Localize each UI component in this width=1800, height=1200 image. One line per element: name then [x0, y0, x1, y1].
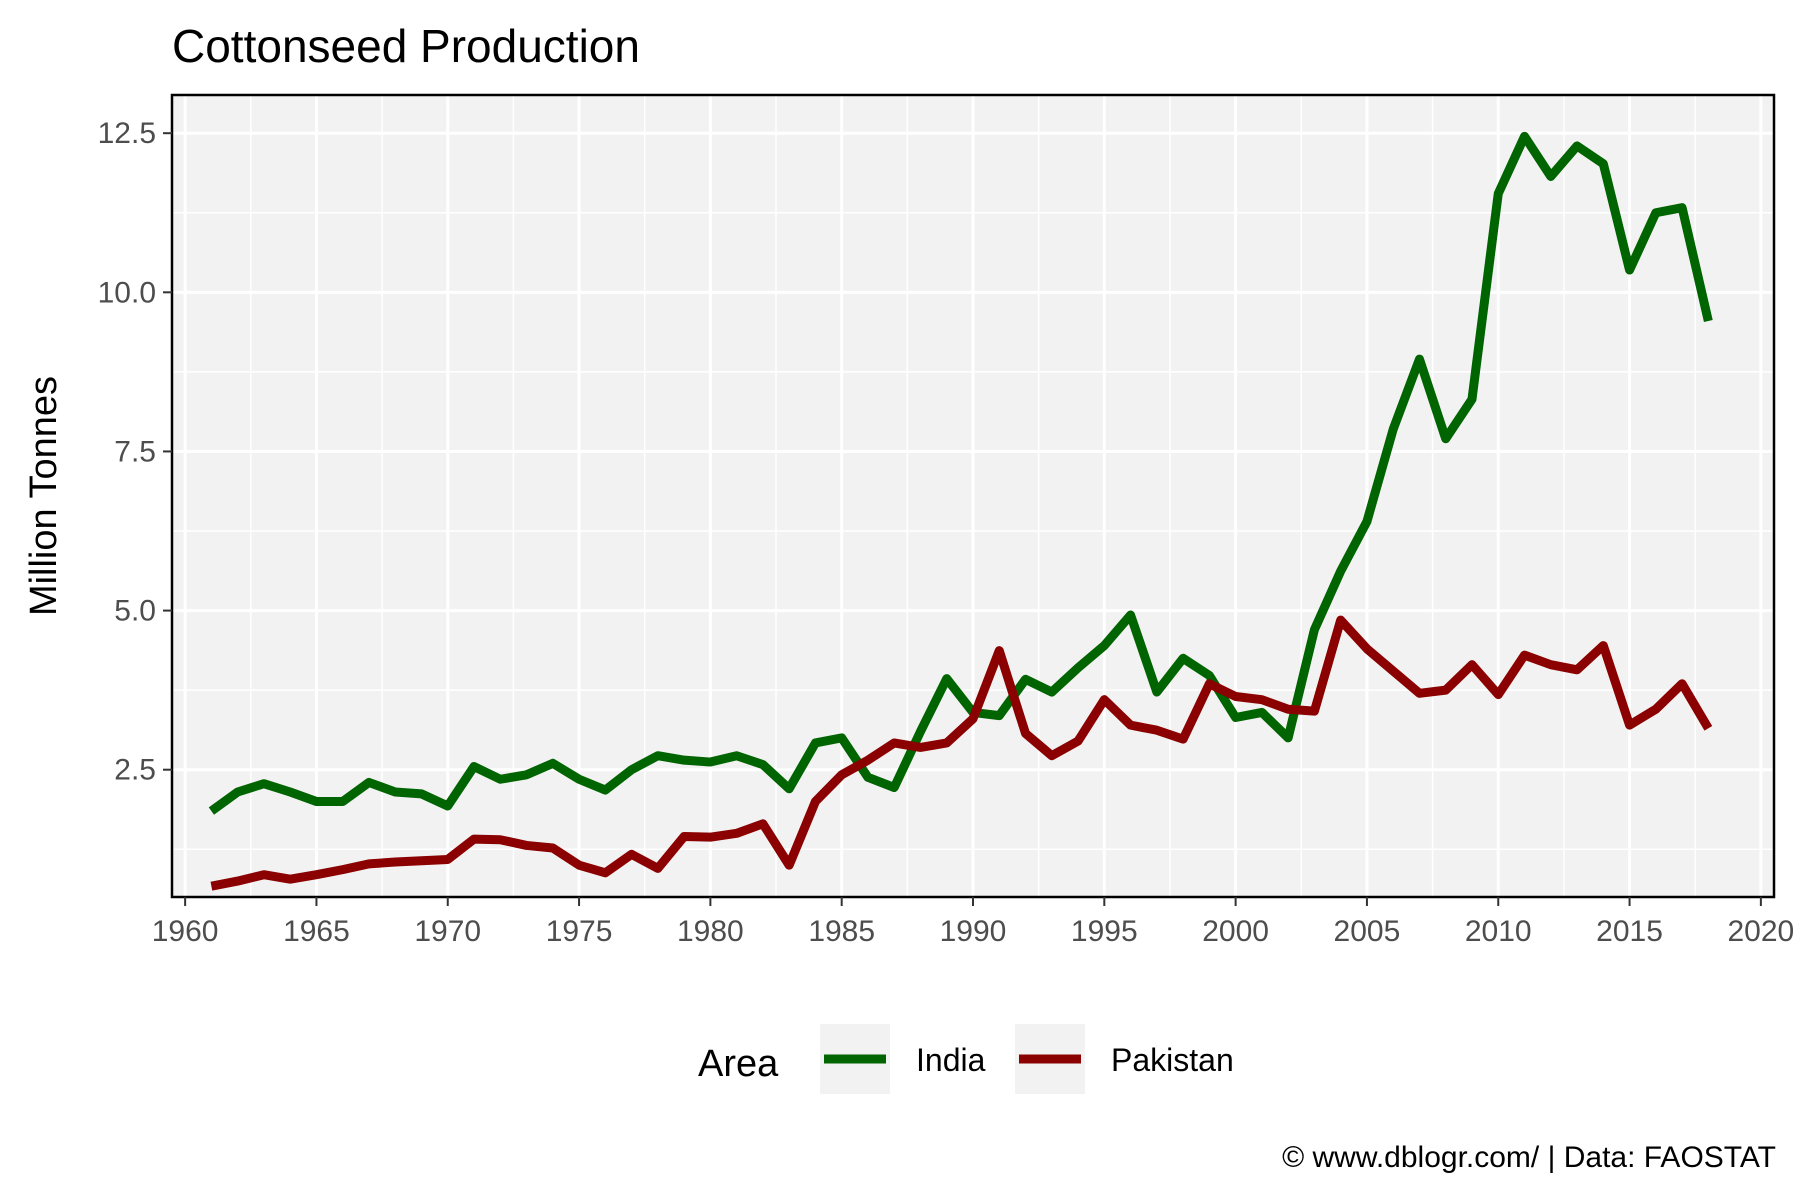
legend-label-india: India [916, 1042, 986, 1078]
x-tick-label: 2005 [1334, 915, 1401, 948]
x-tick-label: 1995 [1071, 915, 1138, 948]
y-axis-label: Million Tonnes [23, 376, 65, 616]
x-tick-label: 1975 [546, 915, 613, 948]
caption: © www.dblogr.com/ | Data: FAOSTAT [1282, 1141, 1776, 1174]
y-tick-label: 10.0 [98, 276, 156, 309]
x-tick-label: 1990 [940, 915, 1007, 948]
y-tick-label: 7.5 [114, 435, 156, 468]
series-lines [208, 131, 1713, 891]
x-tick-label: 2010 [1465, 915, 1532, 948]
y-tick-label: 5.0 [114, 595, 156, 628]
series-line-pakistan [210, 615, 1713, 891]
x-tick-label: 2000 [1202, 915, 1269, 948]
x-tick-label: 1970 [414, 915, 481, 948]
plot-area [170, 93, 1776, 899]
x-tick-label: 1960 [152, 915, 219, 948]
x-tick-label: 2020 [1727, 915, 1794, 948]
legend-label-pakistan: Pakistan [1111, 1042, 1234, 1078]
legend: Area India Pakistan [698, 1024, 1234, 1094]
x-tick-label: 1980 [677, 915, 744, 948]
y-axis: 2.5 5.0 7.5 10.0 12.5 [98, 117, 172, 787]
x-axis: 1960 1965 1970 1975 1980 1985 1990 1995 2000 2005… [152, 897, 1794, 948]
legend-items: India Pakistan [820, 1024, 1234, 1094]
chart-title: Cottonseed Production [172, 20, 640, 72]
legend-title: Area [698, 1043, 779, 1085]
x-tick-label: 2015 [1596, 915, 1663, 948]
x-tick-label: 1985 [808, 915, 875, 948]
y-tick-label: 2.5 [114, 754, 156, 787]
series-line-india [208, 131, 1713, 815]
y-tick-label: 12.5 [98, 117, 156, 150]
x-tick-label: 1965 [283, 915, 350, 948]
